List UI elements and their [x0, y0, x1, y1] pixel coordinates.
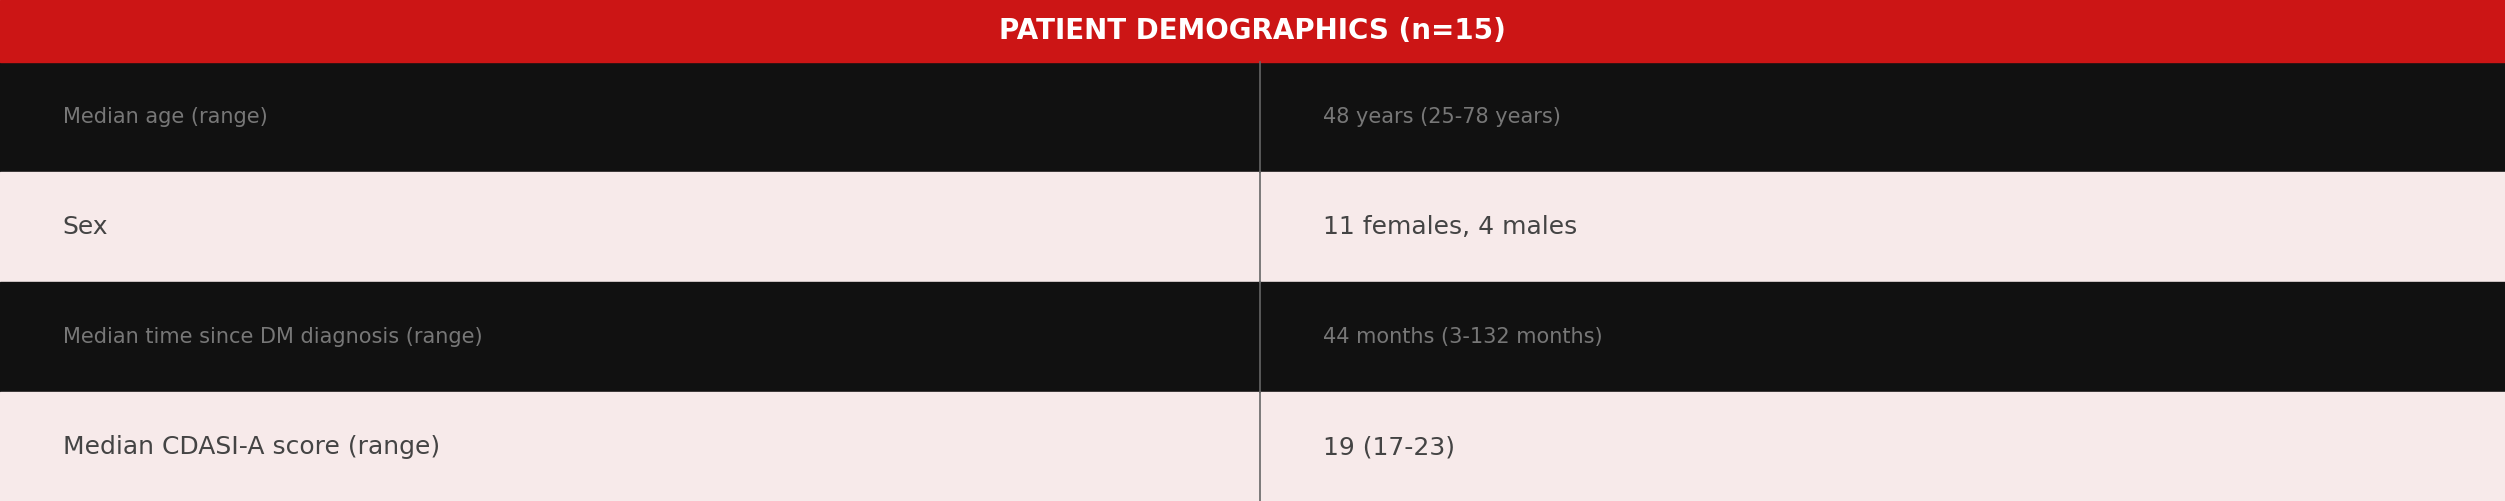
Text: Median CDASI-A score (range): Median CDASI-A score (range): [63, 435, 441, 459]
Bar: [0, 62, 2505, 172]
Text: 11 females, 4 males: 11 females, 4 males: [1323, 215, 1576, 239]
Bar: [0, 282, 2505, 392]
Text: 44 months (3-132 months): 44 months (3-132 months): [1323, 327, 1603, 347]
Text: 19 (17-23): 19 (17-23): [1323, 435, 1455, 459]
Bar: [0, 0, 2505, 62]
Text: PATIENT DEMOGRAPHICS (n=15): PATIENT DEMOGRAPHICS (n=15): [999, 17, 1506, 45]
Text: 48 years (25-78 years): 48 years (25-78 years): [1323, 107, 1561, 127]
Text: Median time since DM diagnosis (range): Median time since DM diagnosis (range): [63, 327, 483, 347]
Text: Sex: Sex: [63, 215, 108, 239]
Bar: [0, 172, 2505, 282]
Bar: [0, 392, 2505, 501]
Text: Median age (range): Median age (range): [63, 107, 268, 127]
